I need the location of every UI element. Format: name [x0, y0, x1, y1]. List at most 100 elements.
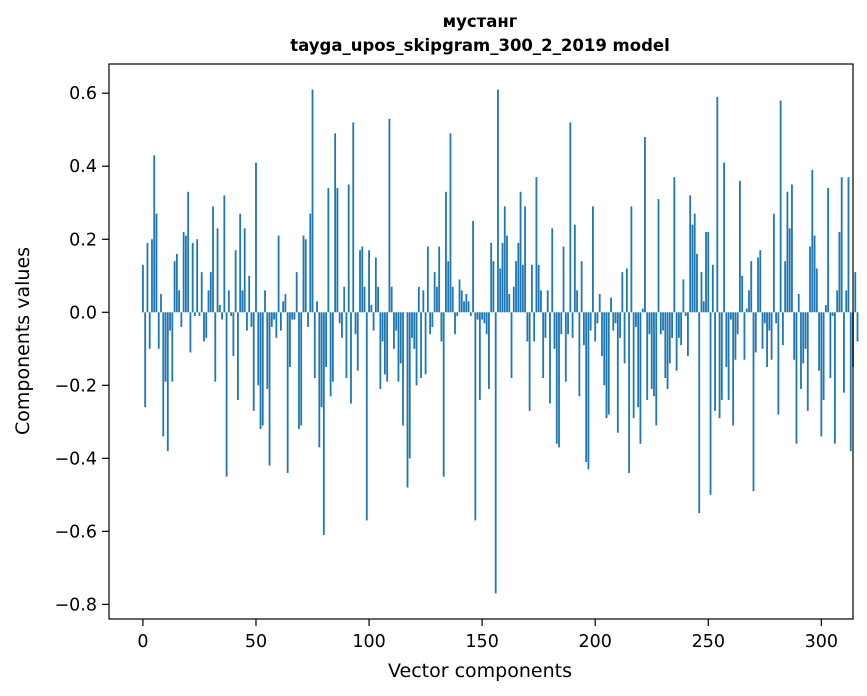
bar — [221, 312, 223, 320]
bar — [449, 133, 452, 313]
bar — [478, 312, 481, 400]
bar — [727, 312, 730, 400]
x-tick-label: 200 — [578, 632, 611, 652]
bar — [553, 312, 556, 349]
bar — [680, 312, 683, 346]
bar — [576, 290, 579, 313]
bar — [621, 272, 624, 313]
bar — [641, 308, 644, 313]
bar — [266, 312, 269, 389]
bar — [711, 264, 714, 313]
bar — [445, 191, 447, 313]
bar — [175, 253, 178, 313]
bar — [732, 312, 735, 426]
y-axis-ticks: −0.8 −0.6 −0.4 −0.2 0.0 0.2 0.4 0.6 — [55, 84, 109, 615]
bar — [291, 312, 294, 320]
x-axis-ticks: 0 50 100 150 200 250 300 — [137, 619, 838, 652]
bar — [705, 231, 707, 313]
bar — [377, 286, 380, 313]
bar — [720, 312, 723, 400]
bar — [818, 312, 820, 371]
bar — [142, 264, 144, 313]
bar — [157, 312, 160, 349]
bar — [797, 294, 800, 313]
bar — [761, 312, 764, 349]
bar — [725, 312, 728, 368]
bar — [521, 264, 524, 313]
bar — [804, 312, 807, 349]
bar — [815, 268, 818, 313]
bar — [784, 261, 787, 313]
bar — [316, 301, 318, 313]
bar — [194, 312, 196, 316]
bar — [689, 195, 692, 313]
bar — [209, 272, 212, 313]
bar — [438, 246, 441, 313]
bar — [239, 213, 242, 313]
bar — [311, 89, 314, 313]
bar — [616, 312, 619, 433]
bar — [264, 290, 266, 313]
bar — [585, 312, 588, 462]
bar — [743, 312, 746, 360]
bar — [146, 242, 149, 313]
bar — [691, 224, 694, 313]
bar — [666, 312, 669, 389]
bar — [770, 312, 773, 360]
bar — [200, 272, 203, 313]
bar — [178, 290, 181, 313]
bar — [426, 246, 429, 313]
bar — [284, 294, 287, 313]
bar — [345, 312, 348, 379]
bar — [302, 235, 305, 313]
bar — [329, 312, 332, 397]
bar — [277, 235, 280, 313]
bar — [408, 312, 411, 459]
bar — [788, 228, 791, 313]
bar — [451, 286, 454, 313]
bar — [440, 312, 443, 342]
bar — [757, 257, 759, 313]
bar — [544, 312, 547, 338]
bar — [625, 268, 628, 313]
bar — [499, 268, 502, 313]
bar — [827, 188, 830, 313]
bar — [182, 231, 185, 313]
bar — [474, 312, 477, 521]
bar — [456, 312, 459, 316]
bar — [840, 177, 843, 313]
bar — [162, 312, 165, 437]
bar — [582, 312, 585, 346]
bar — [601, 312, 603, 357]
bar — [592, 206, 594, 313]
bars-layer — [142, 89, 859, 594]
bar — [225, 312, 228, 477]
bar — [198, 312, 201, 316]
bar — [383, 312, 386, 375]
bar — [603, 312, 606, 386]
bar — [519, 191, 522, 313]
bar — [469, 312, 472, 316]
bar — [431, 312, 434, 327]
bar — [662, 312, 664, 331]
bar — [205, 312, 208, 338]
bar — [675, 312, 678, 371]
bar — [270, 312, 273, 327]
bar — [218, 304, 221, 313]
bar — [736, 312, 739, 335]
bar — [234, 250, 237, 313]
bar — [289, 312, 291, 368]
bar — [388, 118, 391, 313]
bar — [368, 250, 370, 313]
bar — [463, 301, 465, 313]
bar — [415, 312, 418, 386]
bar — [243, 228, 246, 313]
bar — [250, 312, 253, 327]
bar — [492, 261, 495, 313]
bar — [610, 297, 612, 313]
bar — [700, 272, 703, 313]
bar — [698, 312, 701, 514]
bar — [619, 312, 621, 338]
bar — [460, 290, 463, 313]
